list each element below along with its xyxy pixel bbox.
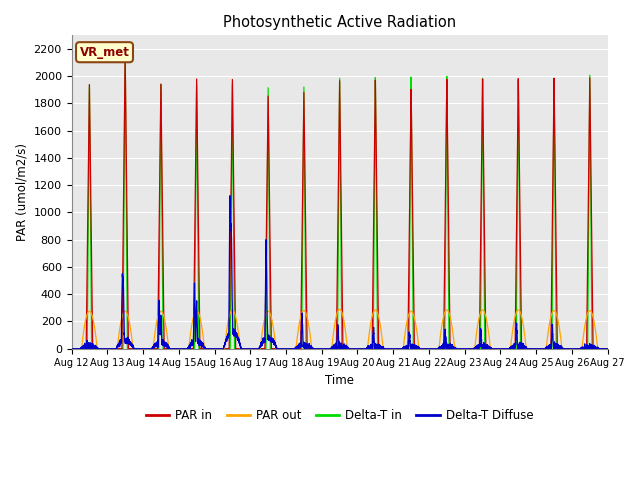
X-axis label: Time: Time [325, 374, 354, 387]
Title: Photosynthetic Active Radiation: Photosynthetic Active Radiation [223, 15, 456, 30]
Legend: PAR in, PAR out, Delta-T in, Delta-T Diffuse: PAR in, PAR out, Delta-T in, Delta-T Dif… [141, 405, 538, 427]
Y-axis label: PAR (umol/m2/s): PAR (umol/m2/s) [15, 143, 28, 241]
Text: VR_met: VR_met [79, 46, 129, 59]
